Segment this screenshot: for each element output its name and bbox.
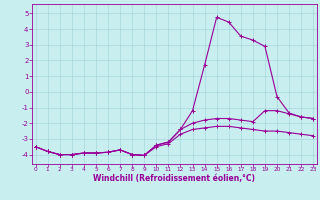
X-axis label: Windchill (Refroidissement éolien,°C): Windchill (Refroidissement éolien,°C) xyxy=(93,174,255,183)
